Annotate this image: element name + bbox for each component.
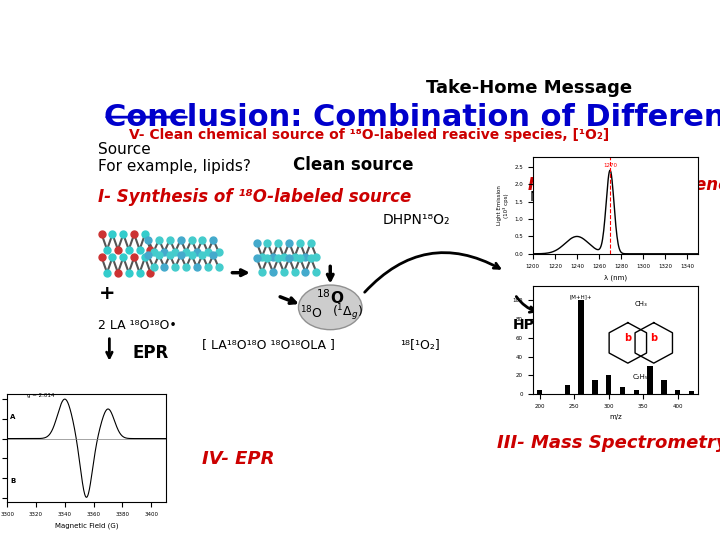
Text: V- Clean chemical source of ¹⁸O-labeled reacive species, [¹O₂]: V- Clean chemical source of ¹⁸O-labeled … bbox=[129, 128, 609, 142]
Bar bbox=[647, 366, 653, 394]
Text: $^{18}$O: $^{18}$O bbox=[300, 305, 323, 321]
Text: trapping: trapping bbox=[585, 291, 644, 305]
Bar bbox=[634, 389, 639, 394]
Text: Near-IR: Near-IR bbox=[530, 190, 580, 204]
Bar bbox=[661, 380, 667, 394]
Bar bbox=[564, 385, 570, 394]
X-axis label: m/z: m/z bbox=[609, 415, 622, 421]
Bar bbox=[592, 380, 598, 394]
Text: EPR: EPR bbox=[132, 343, 169, 362]
Text: +: + bbox=[99, 284, 116, 303]
Text: B: B bbox=[10, 478, 15, 484]
Text: I- Synthesis of ¹⁸O-labeled source: I- Synthesis of ¹⁸O-labeled source bbox=[98, 188, 411, 206]
Bar bbox=[675, 389, 680, 394]
Text: 2 LA ¹⁸O¹⁸O•: 2 LA ¹⁸O¹⁸O• bbox=[98, 319, 176, 332]
Text: Clean source: Clean source bbox=[293, 156, 414, 174]
Bar bbox=[606, 375, 611, 394]
Text: b: b bbox=[650, 333, 657, 343]
Text: DHPN¹⁸O₂: DHPN¹⁸O₂ bbox=[383, 213, 451, 227]
Text: Conclusion: Combination of Different Techniques !: Conclusion: Combination of Different Tec… bbox=[104, 103, 720, 132]
Text: b: b bbox=[624, 333, 631, 343]
Ellipse shape bbox=[299, 285, 362, 330]
Text: Source
For example, lipids?: Source For example, lipids? bbox=[98, 142, 251, 174]
Text: C₂H₅: C₂H₅ bbox=[633, 374, 649, 380]
Bar bbox=[578, 300, 584, 394]
Text: HPLC-MS/MS: HPLC-MS/MS bbox=[513, 318, 612, 332]
Text: IV- EPR: IV- EPR bbox=[202, 450, 275, 468]
Bar bbox=[537, 389, 542, 394]
Bar bbox=[689, 392, 694, 394]
Text: CH₃: CH₃ bbox=[634, 301, 647, 307]
Text: g = 2.014: g = 2.014 bbox=[27, 393, 55, 398]
Text: II- Chemiluminescence: II- Chemiluminescence bbox=[528, 177, 720, 194]
Text: $^{18}$O: $^{18}$O bbox=[316, 289, 344, 307]
Text: $(^1\Delta_g)$: $(^1\Delta_g)$ bbox=[332, 302, 363, 323]
Text: [M+H]+: [M+H]+ bbox=[570, 294, 593, 299]
Text: ¹⁸[¹O₂]: ¹⁸[¹O₂] bbox=[400, 338, 440, 351]
X-axis label: λ (nm): λ (nm) bbox=[604, 274, 627, 281]
Text: A: A bbox=[10, 414, 15, 420]
Text: [ LA¹⁸O¹⁸O ¹⁸O¹⁸OLA ]: [ LA¹⁸O¹⁸O ¹⁸O¹⁸OLA ] bbox=[202, 338, 336, 351]
Bar bbox=[620, 387, 625, 394]
Text: and Visible: and Visible bbox=[601, 215, 678, 229]
Text: 1270: 1270 bbox=[603, 163, 617, 168]
X-axis label: Magnetic Field (G): Magnetic Field (G) bbox=[55, 523, 118, 529]
Y-axis label: Light Emission
(10³ cps): Light Emission (10³ cps) bbox=[497, 185, 509, 225]
Text: Take-Home Message: Take-Home Message bbox=[426, 79, 632, 97]
Text: III- Mass Spectrometry: III- Mass Spectrometry bbox=[497, 434, 720, 453]
